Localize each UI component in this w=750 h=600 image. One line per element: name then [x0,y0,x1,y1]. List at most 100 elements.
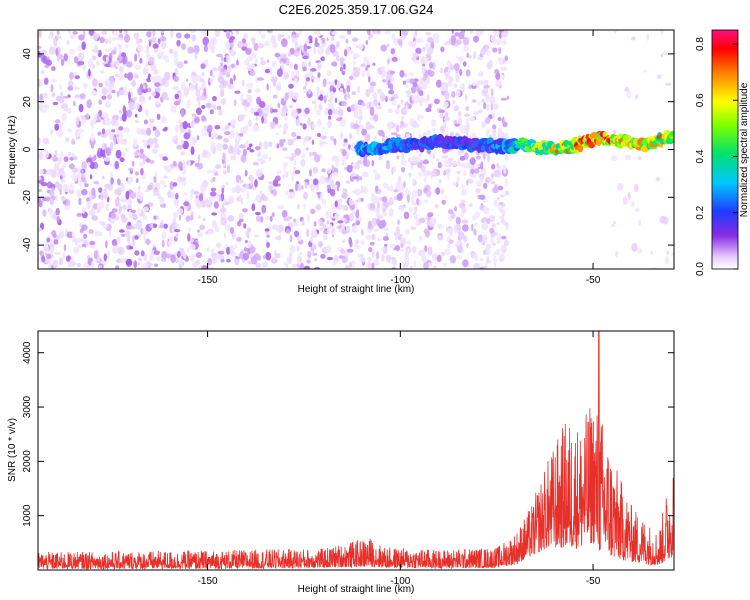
heatmap-noise-cell [251,186,257,191]
heatmap-noise-cell [187,233,191,242]
heatmap-noise-cell [64,205,70,211]
heatmap-noise-cell [61,112,67,122]
heatmap-noise-cell [88,68,91,77]
heatmap-noise-cell [304,179,310,183]
heatmap-noise-cell [72,235,76,243]
heatmap-noise-cell [384,30,392,35]
heatmap-noise-cell [234,37,238,43]
heatmap-noise-cell [134,250,140,256]
heatmap-noise-cell [54,123,60,131]
heatmap-noise-cell [498,47,502,55]
heatmap-noise-cell [258,101,266,108]
heatmap-noise-cell [317,72,321,78]
heatmap-noise-cell [264,41,271,47]
heatmap-noise-cell [53,239,59,245]
heatmap-noise-cell [131,79,137,88]
heatmap-noise-cell [444,71,450,80]
heatmap-noise-cell [144,49,150,54]
heatmap-noise-cell [196,200,200,204]
heatmap-noise-cell [422,160,430,165]
heatmap-noise-cell [468,203,473,207]
heatmap-noise-cell [339,87,344,92]
heatmap-noise-cell [351,210,355,215]
heatmap-noise-cell [377,202,380,210]
y-tick-label: -40 [22,237,33,252]
heatmap-noise-cell [155,86,160,93]
heatmap-noise-cell [451,161,458,167]
heatmap-noise-cell [132,234,135,244]
heatmap-noise-cell [442,262,447,267]
heatmap-noise-cell [625,154,631,161]
heatmap-noise-cell [396,193,403,202]
heatmap-noise-cell [249,107,256,115]
heatmap-noise-cell [473,262,480,269]
heatmap-noise-cell [275,84,282,92]
heatmap-noise-cell [254,57,258,66]
heatmap-noise-cell [276,143,280,149]
heatmap-noise-cell [352,37,359,42]
heatmap-noise-cell [315,109,321,116]
heatmap-noise-cell [280,61,284,70]
snr-x-axis-label: Height of straight line (km) [298,584,415,595]
heatmap-noise-cell [119,229,125,233]
heatmap-noise-cell [224,124,230,130]
heatmap-noise-cell [290,70,295,80]
heatmap-noise-cell [118,126,124,131]
heatmap-noise-cell [237,40,243,49]
heatmap-noise-cell [411,120,418,129]
heatmap-noise-cell [185,215,191,222]
heatmap-noise-cell [481,99,485,103]
heatmap-noise-cell [175,124,179,133]
heatmap-noise-cell [197,229,200,233]
heatmap-noise-cell [250,181,254,186]
heatmap-noise-cell [38,30,42,38]
heatmap-noise-cell [339,57,345,63]
heatmap-noise-cell [135,222,143,231]
heatmap-noise-cell [132,96,138,102]
heatmap-noise-cell [173,100,181,106]
heatmap-noise-cell [111,129,116,133]
heatmap-noise-cell [258,42,265,49]
heatmap-noise-cell [202,149,207,156]
heatmap-noise-cell [91,122,94,130]
colorbar-gradient [711,29,739,270]
heatmap-noise-cell [153,215,157,220]
heatmap-noise-cell [326,167,332,174]
heatmap-noise-cell [248,174,254,182]
heatmap-noise-cell [277,124,283,129]
heatmap-noise-cell [501,31,508,38]
heatmap-noise-cell [101,128,106,135]
heatmap-noise-cell [93,180,100,185]
heatmap-noise-cell [213,201,219,209]
heatmap-noise-cell [266,241,270,248]
heatmap-noise-cell [159,180,166,185]
heatmap-noise-cell [176,144,183,150]
heatmap-noise-cell [496,248,500,256]
heatmap-noise-cell [499,206,503,214]
heatmap-noise-cell [175,257,179,264]
heatmap-noise-cell [38,103,44,111]
heatmap-noise-cell [56,35,62,39]
heatmap-noise-cell [240,187,246,193]
heatmap-noise-cell [209,191,217,197]
heatmap-noise-cell [181,180,187,186]
heatmap-noise-cell [318,140,323,147]
heatmap-noise-cell [244,240,248,244]
heatmap-noise-cell [215,164,221,169]
heatmap-noise-cell [368,75,371,83]
heatmap-noise-cell [289,234,293,243]
heatmap-noise-cell [88,30,95,36]
heatmap-noise-cell [291,263,299,269]
heatmap-noise-cell [113,136,116,146]
heatmap-noise-cell [326,226,330,235]
snr-background [38,331,674,570]
heatmap-noise-cell [502,59,506,64]
heatmap-noise-cell [180,109,185,118]
heatmap-noise-cell [230,63,236,69]
heatmap-noise-cell [381,196,388,203]
heatmap-noise-cell [190,160,195,164]
heatmap-noise-cell [612,129,617,135]
heatmap-noise-cell [343,49,348,57]
heatmap-noise-cell [277,205,285,209]
heatmap-noise-cell [51,79,57,83]
